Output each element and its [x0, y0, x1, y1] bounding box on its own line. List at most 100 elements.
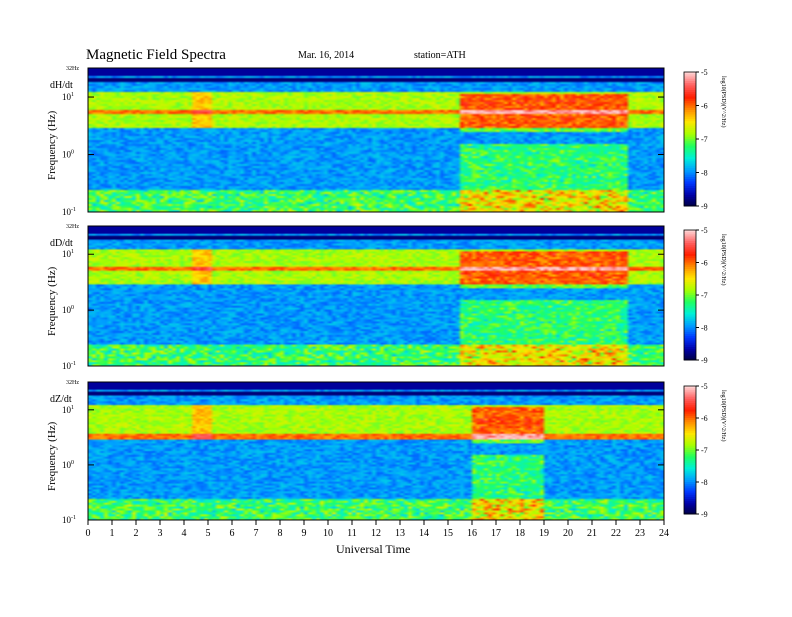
colorbar-swatch: [684, 116, 696, 120]
colorbar-swatch: [684, 458, 696, 462]
x-tick-label: 16: [467, 528, 477, 539]
colorbar-swatch: [684, 286, 696, 289]
colorbar-swatch: [684, 92, 696, 95]
colorbar-label: log10(PSD)(V^2/Hz): [720, 76, 727, 127]
colorbar-swatch: [684, 331, 696, 335]
top-frequency-label: 32Hz: [66, 66, 79, 72]
colorbar-swatch: [684, 288, 696, 292]
colorbar-swatch: [684, 101, 696, 104]
colorbar-swatch: [684, 447, 696, 451]
colorbar-swatch: [684, 400, 696, 404]
x-axis-title: Universal Time: [336, 542, 410, 556]
colorbar-swatch: [684, 74, 696, 77]
colorbar-swatch: [684, 411, 696, 415]
colorbar-swatch: [684, 240, 696, 244]
colorbar-swatch: [684, 390, 696, 393]
x-tick-label: 7: [254, 528, 259, 539]
panel-label: dD/dt: [50, 238, 73, 249]
colorbar-swatch: [684, 413, 696, 417]
colorbar-swatch: [684, 351, 696, 354]
colorbar-swatch: [684, 253, 696, 257]
colorbar-swatch: [684, 432, 696, 436]
colorbar-swatch: [684, 256, 696, 259]
colorbar-swatch: [684, 230, 696, 233]
colorbar-swatch: [684, 462, 696, 466]
colorbar-swatch: [684, 464, 696, 468]
colorbar-tick-label: -5: [701, 382, 708, 391]
colorbar: -5 -6 -7 -8 -9 log10(PSD)(V^2/Hz): [683, 68, 727, 211]
x-tick-label: 21: [587, 528, 597, 539]
x-tick-label: 19: [539, 528, 549, 539]
colorbar-swatch: [684, 473, 696, 477]
colorbar-swatch: [684, 312, 696, 315]
colorbar-swatch: [684, 396, 696, 400]
colorbar-swatch: [684, 297, 696, 300]
colorbar-swatch: [684, 161, 696, 165]
colorbar-swatch: [684, 496, 696, 500]
colorbar-swatch: [684, 484, 696, 487]
colorbar-swatch: [684, 355, 696, 359]
colorbar-swatch: [684, 469, 696, 472]
colorbar-swatch: [684, 501, 696, 504]
colorbar-swatch: [684, 277, 696, 281]
colorbar-swatch: [684, 407, 696, 410]
colorbar-swatch: [684, 154, 696, 158]
colorbar-swatch: [684, 85, 696, 89]
colorbar-swatch: [684, 323, 696, 326]
colorbar-swatch: [684, 271, 696, 274]
colorbar-label: log10(PSD)(V^2/Hz): [720, 234, 727, 285]
x-tick-label: 8: [278, 528, 283, 539]
colorbar-tick-label: -5: [701, 68, 708, 77]
colorbar-swatch: [684, 450, 696, 453]
colorbar-swatch: [684, 475, 696, 479]
colorbar-swatch: [684, 441, 696, 445]
colorbar-swatch: [684, 454, 696, 457]
colorbar-tick-label: -8: [701, 478, 708, 487]
colorbar-swatch: [684, 334, 696, 337]
colorbar-swatch: [684, 179, 696, 182]
colorbar-swatch: [684, 163, 696, 167]
colorbar-swatch: [684, 199, 696, 203]
colorbar-swatch: [684, 143, 696, 147]
colorbar-swatch: [684, 344, 696, 348]
colorbar-swatch: [684, 279, 696, 283]
y-tick-label: 10-1: [62, 361, 76, 371]
colorbar-swatch: [684, 282, 696, 285]
colorbar-swatch: [684, 269, 696, 272]
colorbar-swatch: [684, 303, 696, 307]
colorbar-swatch: [684, 353, 696, 357]
colorbar-swatch: [684, 76, 696, 80]
colorbar-swatch: [684, 150, 696, 153]
colorbar-swatch: [684, 139, 696, 142]
colorbar-swatch: [684, 132, 696, 136]
x-tick-label: 11: [347, 528, 357, 539]
colorbar-swatch: [684, 251, 696, 255]
colorbar-swatch: [684, 505, 696, 509]
x-tick-label: 18: [515, 528, 525, 539]
colorbar-swatch: [684, 262, 696, 266]
colorbar-swatch: [684, 96, 696, 100]
colorbar-tick-label: -7: [701, 446, 708, 455]
colorbar-swatch: [684, 467, 696, 470]
colorbar-swatch: [684, 118, 696, 122]
colorbar-swatch: [684, 479, 696, 483]
colorbar-swatch: [684, 72, 696, 75]
y-tick-label: 100: [62, 305, 74, 315]
colorbar-swatch: [684, 415, 696, 419]
x-tick-label: 9: [302, 528, 307, 539]
colorbar-swatch: [684, 494, 696, 498]
colorbar-swatch: [684, 238, 696, 242]
y-tick-label: 100: [62, 150, 74, 160]
colorbar-swatch: [684, 318, 696, 322]
colorbar-swatch: [684, 134, 696, 138]
colorbar-swatch: [684, 405, 696, 408]
colorbar-swatch: [684, 89, 696, 93]
panel-label: dH/dt: [50, 80, 73, 91]
colorbar: -5 -6 -7 -8 -9 log10(PSD)(V^2/Hz): [683, 226, 727, 365]
colorbar-swatch: [684, 130, 696, 133]
colorbar-swatch: [684, 342, 696, 346]
x-tick-label: 3: [158, 528, 163, 539]
